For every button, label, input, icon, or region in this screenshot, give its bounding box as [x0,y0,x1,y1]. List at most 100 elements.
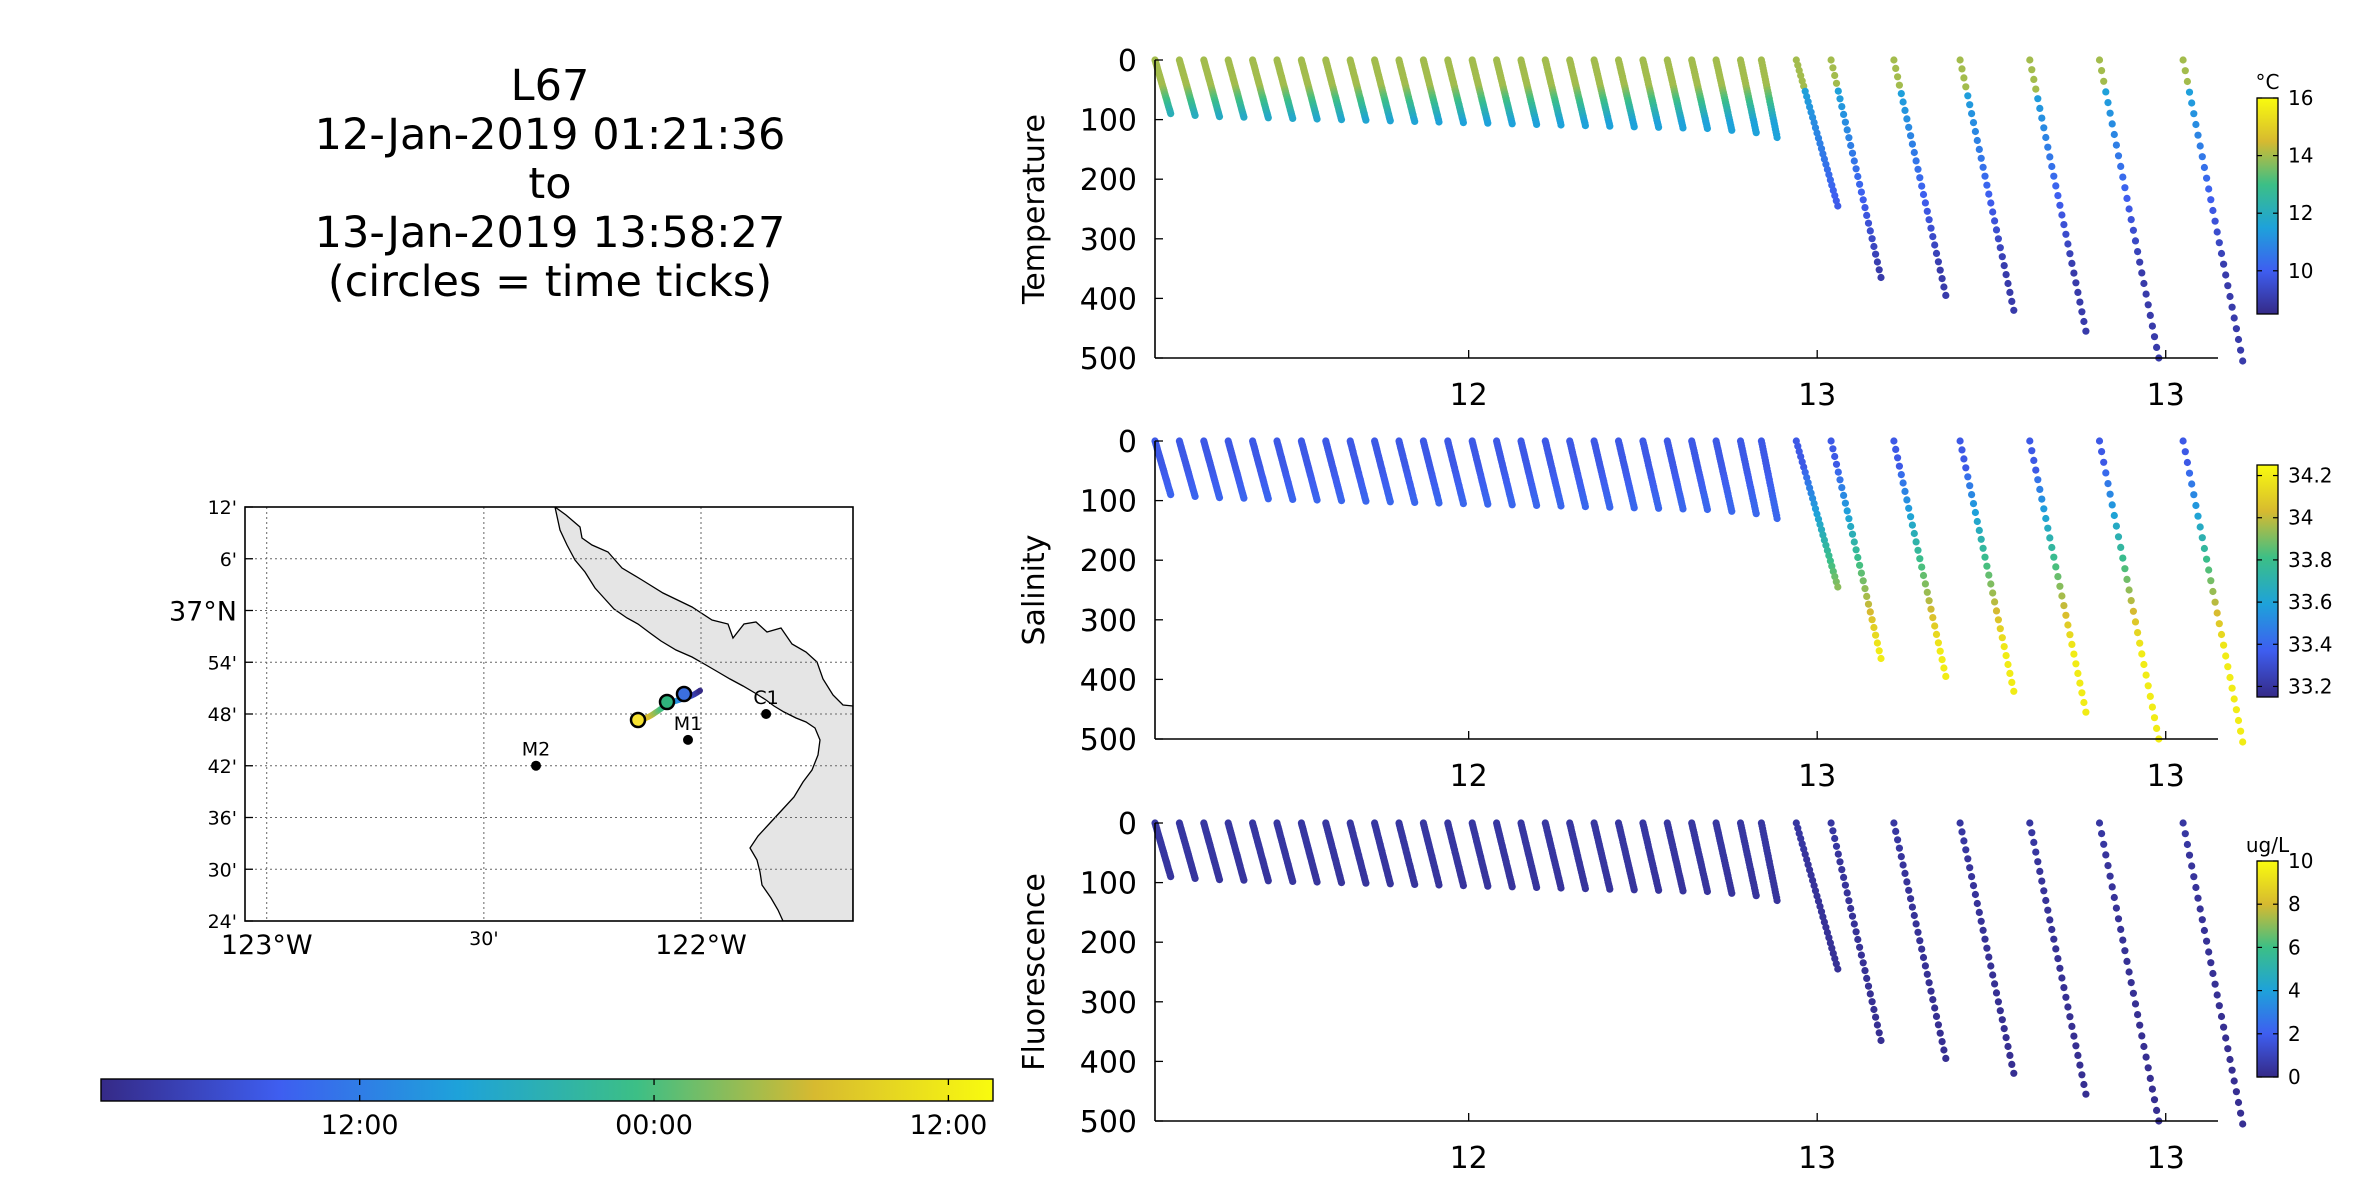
dive-profile [1273,437,1297,503]
dive-profile [1419,437,1443,507]
profile-point [2220,641,2228,649]
profile-point [2058,974,2066,982]
profile-point [1901,106,1909,114]
profile-point [1985,571,1993,579]
profile-point [1362,497,1370,505]
profile-point [2002,271,2010,279]
profile-point [2207,959,2215,967]
profile-point [2226,1055,2234,1064]
profile-point [1992,226,2001,234]
profile-point [1703,124,1711,133]
x-tick-label: 13 [1798,759,1836,794]
land-shape [554,507,853,921]
profile-point [2062,611,2070,619]
dive-profile [1322,56,1346,124]
profile-point [1861,967,1869,975]
profile-point [2181,448,2189,456]
dive-profile [1151,819,1175,881]
profile-point [1894,454,1902,462]
profile-point [1866,990,1874,998]
profile-point [1973,517,1981,526]
profile-point [2142,290,2150,298]
profile-point [2131,618,2140,626]
station-label-m1: M1 [674,713,702,735]
profile-point [1215,113,1224,121]
dive-profile [1395,437,1419,506]
colorbar-units: °C [2256,70,2280,94]
profile-point [2217,1012,2226,1021]
profile-point [1863,211,1871,219]
profile-point [2006,288,2014,296]
profile-point [1890,819,1898,827]
profile-point [2205,185,2213,193]
profile-point [2140,279,2148,288]
profile-point [1864,219,1873,227]
dive-profile [1224,56,1248,121]
dive-profile [1493,437,1516,509]
profile-point [1533,120,1541,128]
profile-point [2146,311,2154,319]
y-tick-label: 100 [1080,485,1137,520]
profile-point [1508,120,1516,128]
dive-profile [1827,819,1885,1045]
profile-point [2052,945,2060,953]
profile-point [1942,291,1950,299]
profile-point [1834,87,1842,95]
profile-point [2121,565,2129,573]
profile-point [2121,947,2129,955]
dive-profile [1566,819,1589,893]
profile-point [1868,998,1876,1006]
dive-profile [1346,819,1370,887]
profile-point [1870,1005,1878,1014]
profile-point [1411,880,1419,889]
profile-point [1863,592,1871,601]
profile-point [1728,126,1736,134]
dive-profile [2095,819,2163,1125]
dive-profile [1757,56,1781,142]
profile-point [1868,235,1876,243]
profile-point [2044,524,2052,532]
profile-point [1508,883,1516,891]
profile-point [2134,248,2142,256]
profile-point [1956,819,1964,827]
profile-point [2200,544,2208,553]
profile-point [1892,445,1900,453]
profile-point [2136,1021,2144,1029]
map-lat-label: 36' [208,808,237,830]
profile-point [2040,124,2048,132]
profile-point [2207,577,2215,585]
profile-point [2194,512,2202,520]
profile-point [1927,987,1935,995]
profile-point [2080,698,2088,707]
dive-profile [1663,56,1687,132]
colorbar-tick-label: 33.6 [2288,590,2333,614]
time-tick-circle [629,711,647,729]
profile-point [1987,580,1995,588]
profile-point [2112,141,2120,149]
profile-point [2153,1106,2161,1114]
profile-point [1907,895,1915,903]
profile-point [2038,114,2046,122]
profile-point [2196,142,2204,150]
profile-point [1827,819,1835,827]
dive-profile [2026,819,2090,1098]
profile-point [1852,165,1860,173]
profile-point [1167,110,1175,118]
profile-point [1969,500,1978,508]
profile-point [1918,945,1926,953]
profile-point [2095,56,2104,64]
map-lon-label: 122°W [655,930,747,961]
dive-profile [1663,819,1687,895]
profile-point [2072,660,2080,668]
profile-point [2110,893,2118,902]
profile-point [1606,122,1614,130]
profile-point [1958,446,1966,454]
mission-title: L67 12-Jan-2019 01:21:36 to 13-Jan-2019 … [300,62,800,307]
profile-point [2215,239,2223,247]
profile-point [2127,597,2135,605]
dive-profile [1395,56,1419,125]
profile-point [1313,878,1321,886]
profile-point [2217,249,2226,258]
profile-point [1929,233,1937,241]
profile-point [1289,114,1297,122]
